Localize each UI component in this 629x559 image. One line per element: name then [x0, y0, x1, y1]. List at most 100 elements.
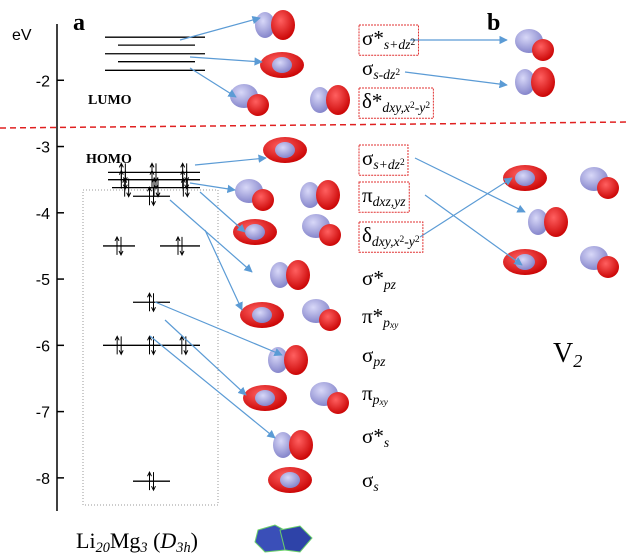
label-part: V	[553, 338, 573, 369]
label-part: σ*	[362, 424, 384, 448]
label-part: p	[372, 392, 380, 407]
dotted-box	[83, 190, 218, 505]
label-part: σ	[362, 146, 373, 170]
label-part: π	[362, 381, 373, 405]
arrow	[420, 178, 512, 237]
orbital-image	[233, 219, 277, 245]
lobe	[327, 392, 349, 414]
lobe	[280, 472, 300, 488]
orbital-image	[300, 180, 340, 210]
lobe	[531, 67, 555, 97]
label-part: 2	[395, 68, 400, 78]
label-part: 3h	[175, 540, 190, 556]
lobe	[597, 177, 619, 199]
orbital-label: σ*pz	[362, 266, 397, 292]
orbital-image	[310, 85, 350, 115]
orbital-image	[503, 249, 547, 275]
lobe	[275, 142, 295, 158]
tick-label: -3	[36, 140, 50, 157]
orbital-label: σpz	[362, 343, 386, 369]
cluster-structure	[255, 525, 312, 552]
orbital-label: σs-dz2	[362, 56, 400, 82]
label-part: σ	[362, 343, 373, 367]
orbital-image	[580, 246, 619, 278]
label-part: π	[362, 183, 373, 207]
label-part: p	[382, 315, 390, 330]
lobe	[247, 94, 269, 116]
orbital-image	[268, 467, 312, 493]
label-part: δ*	[362, 89, 382, 113]
label-part: 3	[139, 540, 147, 556]
label-part: Mg	[110, 528, 141, 553]
orbital-label: σs+dz2	[362, 146, 405, 172]
orbital-image	[270, 260, 310, 290]
orbital-image	[302, 214, 341, 246]
arrow	[180, 18, 260, 40]
orbital-label: δ*dxy,x2-y2	[362, 89, 430, 115]
label-part: pz	[372, 354, 386, 369]
label-part: dxy,x	[372, 234, 400, 249]
lobe	[255, 390, 275, 406]
label-part: D	[159, 528, 176, 553]
label-part: xy	[378, 398, 388, 408]
cluster-label: Li20Mg3 (D3h)	[76, 528, 198, 556]
orbital-image	[255, 10, 295, 40]
arrow	[425, 195, 522, 265]
label-part: 2	[415, 235, 420, 245]
lobe	[597, 256, 619, 278]
orbital-image	[580, 167, 619, 199]
lobe	[252, 189, 274, 211]
label-part: σ*	[362, 266, 384, 290]
lobe	[289, 430, 313, 460]
axis-unit: eV	[12, 27, 32, 44]
label-part: σ*	[362, 26, 384, 50]
orbital-image	[260, 52, 304, 78]
orbital-image	[230, 84, 269, 116]
label-part: Li	[76, 528, 96, 553]
label-part: σ	[362, 468, 373, 492]
label-part: σ	[362, 56, 373, 80]
orbital-image	[503, 165, 547, 191]
orbital-label: πpxy	[362, 381, 389, 408]
orbital-image	[302, 299, 341, 331]
label-part: π*	[362, 304, 383, 328]
lobe	[319, 224, 341, 246]
lobe	[245, 224, 265, 240]
label-part: pz	[383, 277, 397, 292]
lobe	[544, 207, 568, 237]
figure: eV a b LUMO HOMO -2-3-4-5-6-7-8σ*s+dz2σs…	[0, 0, 629, 559]
lobe	[316, 180, 340, 210]
label-part: )	[191, 528, 198, 553]
orbital-image	[310, 382, 349, 414]
tick-label: -8	[36, 471, 50, 488]
lobe	[286, 260, 310, 290]
label-part: 2	[400, 158, 405, 168]
label-part: s+dz	[373, 157, 400, 172]
label-part: 2	[410, 38, 415, 48]
label-part: (	[148, 528, 161, 553]
orbital-image	[515, 29, 554, 61]
orbital-image	[240, 302, 284, 328]
label-part: xy	[389, 321, 399, 331]
label-part: dxz,yz	[373, 194, 407, 209]
orbital-label: δdxy,x2-y2	[362, 223, 420, 249]
label-part: 2	[573, 351, 582, 371]
orbital-image	[263, 137, 307, 163]
lobe	[319, 309, 341, 331]
orbital-label: σ*s+dz2	[362, 26, 415, 52]
label-part: s	[373, 479, 378, 494]
panel-label: a	[73, 10, 85, 36]
lobe	[284, 345, 308, 375]
orbital-label: σ*s	[362, 424, 389, 450]
label-part: dxy,x	[382, 100, 410, 115]
label-part: s-dz	[373, 67, 396, 82]
tick-label: -7	[36, 405, 50, 422]
orbital-image	[243, 385, 287, 411]
orbital-image	[515, 67, 555, 97]
panel-label: b	[487, 10, 500, 36]
lobe	[515, 170, 535, 186]
tick-label: -4	[36, 206, 50, 223]
label-part: s+dz	[384, 37, 411, 52]
label-part: 20	[96, 540, 110, 556]
tick-label: -6	[36, 338, 50, 355]
